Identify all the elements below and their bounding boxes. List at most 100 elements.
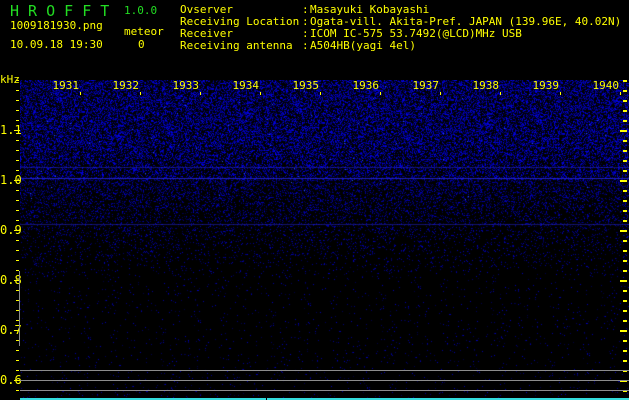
- y-tick-right: [623, 90, 627, 92]
- y-tick-right: [623, 100, 627, 102]
- y-tick-right: [623, 340, 627, 342]
- y-tick-right: [623, 260, 627, 262]
- y-tick-right: [623, 310, 627, 312]
- y-tick-right: [623, 110, 627, 112]
- y-tick: [16, 90, 19, 91]
- y-tick-right: [623, 80, 627, 82]
- y-tick-label: 0.8: [0, 273, 22, 287]
- x-tick: [200, 92, 201, 95]
- y-tick-right: [620, 230, 627, 232]
- info-label: Receiver: [180, 27, 233, 40]
- y-tick-right: [623, 160, 627, 162]
- bottom-bar-marker: [266, 398, 267, 400]
- y-tick-right: [623, 120, 627, 122]
- y-tick: [14, 130, 20, 131]
- y-tick-right: [623, 200, 627, 202]
- y-tick-right: [620, 380, 627, 382]
- y-tick-right: [623, 210, 627, 212]
- info-value: Ogata-vill. Akita-Pref. JAPAN (139.96E, …: [310, 15, 622, 28]
- x-tick: [560, 92, 561, 95]
- reference-line: [20, 370, 629, 371]
- y-tick-right: [623, 220, 627, 222]
- x-tick-label: 1935: [292, 79, 320, 92]
- y-tick: [14, 330, 20, 331]
- y-tick-right: [623, 170, 627, 172]
- x-tick-label: 1934: [232, 79, 260, 92]
- y-tick: [16, 200, 19, 201]
- y-tick-right: [623, 320, 627, 322]
- x-tick: [320, 92, 321, 95]
- y-tick-right: [623, 350, 627, 352]
- y-tick: [16, 390, 19, 391]
- y-tick-right: [623, 360, 627, 362]
- y-tick: [16, 320, 19, 321]
- y-tick: [14, 380, 20, 381]
- meteor-count: 0: [138, 38, 145, 51]
- info-value: A504HB(yagi 4el): [310, 39, 416, 52]
- y-tick: [16, 250, 19, 251]
- y-tick: [16, 300, 19, 301]
- y-tick-right: [620, 330, 627, 332]
- app-version: 1.0.0: [124, 4, 158, 17]
- y-tick-right: [623, 150, 627, 152]
- y-tick-right: [623, 240, 627, 242]
- x-tick-label: 1940: [592, 79, 620, 92]
- x-tick: [500, 92, 501, 95]
- y-tick: [16, 310, 19, 311]
- reference-line: [20, 380, 629, 381]
- info-separator: :: [302, 39, 309, 52]
- spectrogram: [20, 80, 629, 398]
- x-tick: [260, 92, 261, 95]
- x-tick-label: 1932: [112, 79, 140, 92]
- y-tick-right: [620, 130, 627, 132]
- info-separator: :: [302, 15, 309, 28]
- y-tick: [16, 80, 19, 81]
- y-tick-right: [623, 370, 627, 372]
- x-tick: [80, 92, 81, 95]
- y-tick-right: [623, 250, 627, 252]
- y-tick-right: [623, 140, 627, 142]
- y-tick-right: [623, 300, 627, 302]
- y-tick-right: [623, 190, 627, 192]
- meteor-label: meteor: [124, 25, 164, 38]
- y-tick: [16, 290, 19, 291]
- x-tick: [380, 92, 381, 95]
- y-tick: [16, 360, 19, 361]
- x-tick: [620, 92, 621, 95]
- y-tick: [16, 210, 19, 211]
- y-tick: [14, 230, 20, 231]
- reference-line: [20, 390, 629, 391]
- x-tick-label: 1936: [352, 79, 380, 92]
- file-datetime: 10.09.18 19:30: [10, 38, 103, 51]
- y-tick: [16, 340, 19, 341]
- info-label: Ovserver: [180, 3, 233, 16]
- x-tick-label: 1939: [532, 79, 560, 92]
- x-tick-label: 1937: [412, 79, 440, 92]
- y-tick: [16, 220, 19, 221]
- x-tick: [140, 92, 141, 95]
- y-tick: [16, 190, 19, 191]
- info-value: Masayuki Kobayashi: [310, 3, 430, 16]
- y-tick-label: 1.1: [0, 123, 22, 137]
- x-tick-label: 1931: [52, 79, 80, 92]
- info-value: ICOM IC-575 53.7492(@LCD)MHz USB: [310, 27, 522, 40]
- info-separator: :: [302, 27, 309, 40]
- y-tick: [16, 170, 19, 171]
- y-tick: [16, 160, 19, 161]
- y-tick-label: 0.7: [0, 323, 22, 337]
- y-tick: [16, 100, 19, 101]
- file-name: 1009181930.png: [10, 19, 103, 32]
- y-tick: [16, 260, 19, 261]
- y-tick: [14, 180, 20, 181]
- y-tick: [16, 350, 19, 351]
- y-tick: [16, 370, 19, 371]
- y-tick: [16, 240, 19, 241]
- y-tick: [16, 270, 19, 271]
- y-tick: [16, 150, 19, 151]
- info-label: Receiving Location: [180, 15, 300, 28]
- app-title: H R O F F T: [10, 2, 110, 20]
- y-tick: [14, 280, 20, 281]
- info-label: Receiving antenna: [180, 39, 293, 52]
- y-tick-label: 0.9: [0, 223, 22, 237]
